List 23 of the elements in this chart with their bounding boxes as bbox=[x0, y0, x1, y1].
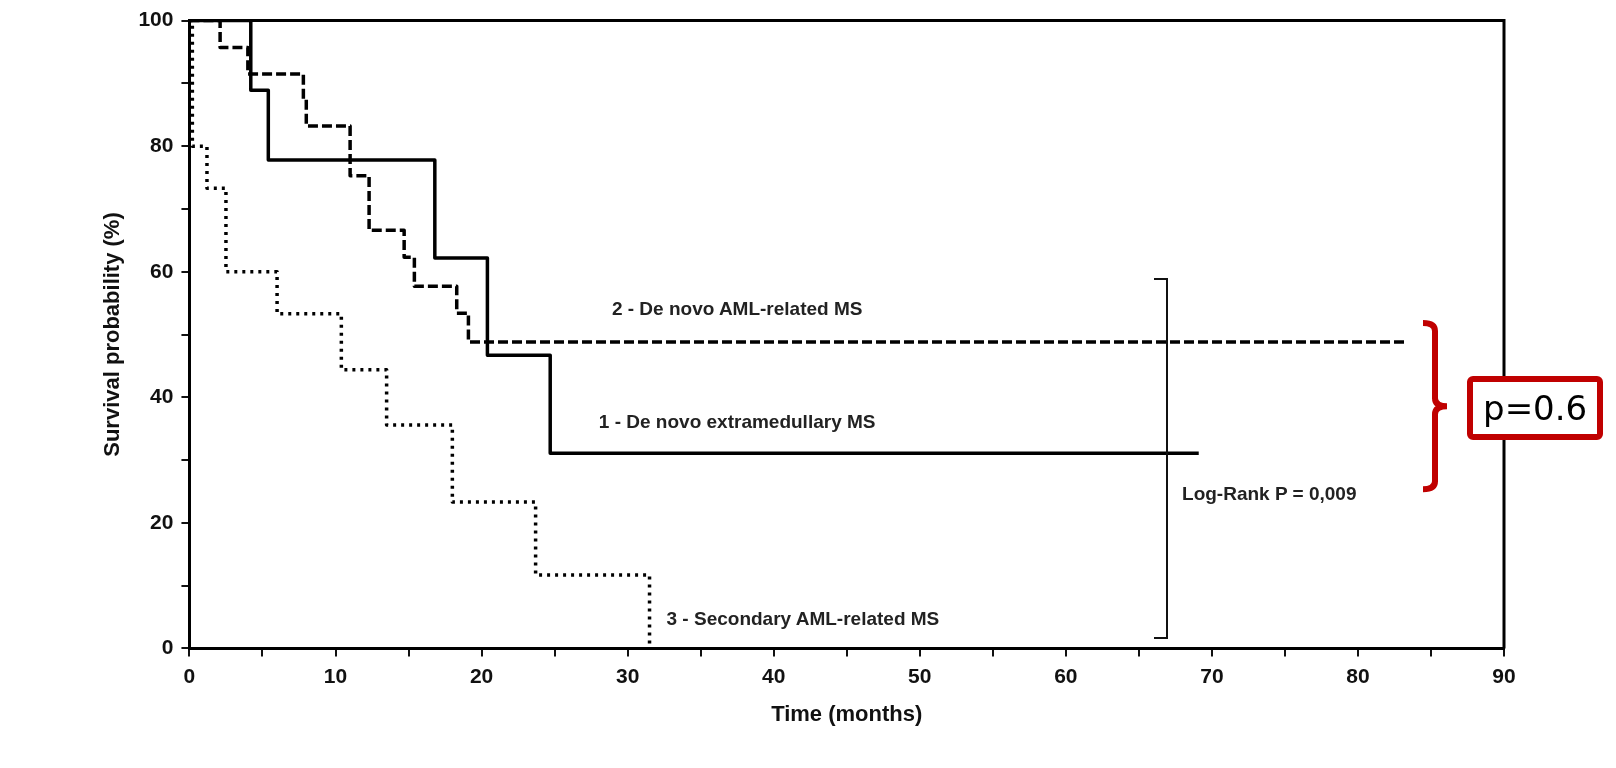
series-label: 2 - De novo AML-related MS bbox=[611, 297, 863, 319]
x-tick-label: 40 bbox=[762, 663, 786, 687]
y-axis-title: Survival probability (%) bbox=[99, 212, 125, 457]
y-tick-label: 60 bbox=[150, 258, 174, 282]
series-label: 3 - Secondary AML-related MS bbox=[666, 608, 940, 630]
x-tick-label: 60 bbox=[1054, 663, 1078, 687]
y-tick-label: 40 bbox=[150, 384, 174, 408]
x-axis-title: Time (months) bbox=[771, 700, 923, 726]
x-tick-label: 50 bbox=[908, 663, 932, 687]
x-tick-label: 10 bbox=[323, 663, 348, 687]
y-tick-label: 0 bbox=[161, 635, 174, 659]
y-tick-label: 80 bbox=[150, 132, 174, 156]
y-tick-label: 100 bbox=[138, 7, 174, 31]
series-label: 1 - De novo extramedullary MS bbox=[598, 410, 876, 432]
x-tick-label: 70 bbox=[1200, 663, 1224, 687]
annotation: Log-Rank P = 0,009 bbox=[1182, 482, 1357, 505]
y-tick-label: 20 bbox=[150, 509, 174, 533]
x-tick-label: 30 bbox=[615, 663, 640, 687]
x-tick-label: 80 bbox=[1346, 663, 1370, 687]
annotation: p=0.6 bbox=[1467, 376, 1604, 441]
x-tick-label: 90 bbox=[1492, 663, 1516, 687]
x-tick-label: 0 bbox=[183, 663, 196, 687]
x-tick-label: 20 bbox=[469, 663, 494, 687]
